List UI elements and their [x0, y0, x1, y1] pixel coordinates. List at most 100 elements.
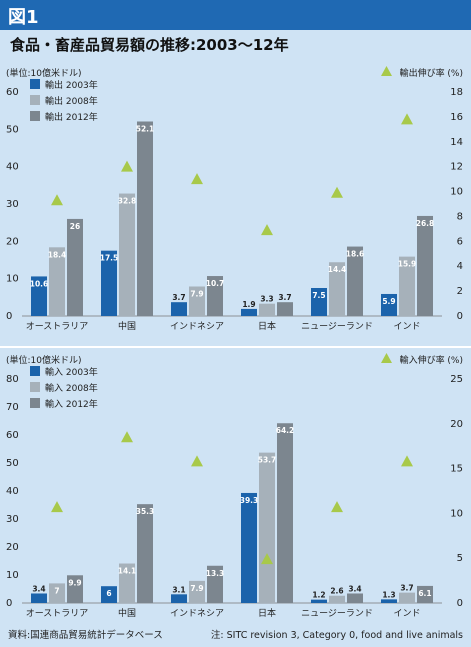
chart1-bar-value-label: 7.5 [312, 291, 325, 300]
chart2-category-label: 中国 [118, 607, 136, 619]
chart1-right-tick-label: 6 [457, 236, 463, 247]
chart1-left-tick-label: 30 [6, 199, 19, 210]
chart1-legend-label: 輸出 2012年 [45, 111, 98, 123]
chart2-left-tick-label: 50 [6, 458, 19, 469]
chart1-bar [119, 193, 135, 316]
chart1-right-tick-label: 10 [450, 187, 463, 198]
chart2-bar-value-label: 3.1 [172, 585, 185, 594]
chart2-left-tick-label: 20 [6, 542, 19, 553]
figure-header: 図1 [0, 0, 471, 30]
chart1-bar-value-label: 1.9 [242, 300, 255, 309]
chart1-category-label: インドネシア [170, 321, 224, 332]
chart2-bar [329, 595, 345, 603]
chart1-bar-value-label: 26.8 [416, 219, 435, 228]
chart2-bar-value-label: 7 [54, 586, 59, 595]
chart2-left-axis-label: (単位:10億米ドル) [6, 354, 82, 366]
chart2-left-tick-label: 0 [6, 598, 12, 609]
chart1-bar [347, 246, 363, 316]
chart1-bar-value-label: 3.3 [260, 295, 273, 304]
chart1-bar [31, 276, 47, 316]
chart2-left-tick-label: 70 [6, 402, 19, 413]
chart1-legend-label: 輸出 2008年 [45, 95, 98, 107]
chart2-bar-value-label: 6.1 [418, 589, 431, 598]
chart2-bar-value-label: 64.2 [276, 426, 295, 435]
chart1-left-tick-label: 10 [6, 274, 19, 285]
chart1-bar-value-label: 17.5 [100, 254, 119, 263]
chart1-bar-value-label: 14.4 [328, 265, 347, 274]
chart1-category-label: インド [393, 322, 420, 332]
source-note: 資料:国連商品貿易統計データベース [8, 630, 163, 641]
chart1-bar-value-label: 18.6 [346, 250, 365, 259]
chart2-bar [347, 593, 363, 603]
chart1-bar-value-label: 10.6 [30, 279, 49, 288]
chart1-right-tick-label: 4 [457, 261, 463, 272]
chart2-bar-value-label: 3.7 [400, 584, 413, 593]
chart2-legend-label: 輸入 2012年 [45, 398, 98, 410]
chart2-bar [31, 593, 47, 603]
chart2-right-tick-label: 10 [450, 508, 463, 519]
chart1-right-tick-label: 16 [450, 112, 463, 123]
chart2-bar [417, 585, 433, 603]
chart1-bar [137, 121, 153, 316]
chart2-bar [277, 423, 293, 603]
chart2-category-label: オーストラリア [26, 608, 89, 619]
chart1-legend-label: 輸出 2003年 [45, 79, 98, 91]
chart2-bar [399, 592, 415, 603]
chart2-bar-value-label: 1.3 [382, 590, 395, 599]
chart2-legend-label: 輸入 2003年 [45, 366, 98, 378]
chart1-legend-swatch [30, 79, 40, 89]
chart1-bar-value-label: 5.9 [382, 297, 395, 306]
chart1-left-tick-label: 40 [6, 162, 19, 173]
chart2-bar [311, 599, 327, 603]
chart1-legend-swatch [30, 95, 40, 105]
chart2-bar [101, 586, 117, 603]
chart2-bar [137, 504, 153, 603]
chart2-bar-value-label: 2.6 [330, 587, 343, 596]
chart2-bar-value-label: 39.3 [240, 496, 259, 505]
chart1-left-tick-label: 20 [6, 236, 19, 247]
chart1-right-axis-label: 輸出伸び率 (%) [400, 67, 463, 79]
chart2-category-label: インドネシア [170, 608, 224, 619]
chart1-bar [101, 250, 117, 316]
chart1-category-label: ニュージーランド [301, 321, 373, 332]
chart1-bar-value-label: 15.9 [398, 260, 417, 269]
chart2-bar [381, 599, 397, 603]
chart2-category-label: インド [393, 609, 420, 619]
chart1-category-label: 中国 [118, 320, 136, 332]
chart2-growth-marker [51, 501, 63, 513]
chart2-right-axis-label: 輸入伸び率 (%) [400, 354, 463, 366]
chart2-bar [171, 594, 187, 603]
chart2-bar-value-label: 9.9 [68, 578, 81, 587]
chart1-bar-value-label: 18.4 [48, 250, 67, 259]
chart2-bar-value-label: 3.4 [348, 584, 361, 593]
chart2-bar-value-label: 3.4 [32, 584, 45, 593]
chart1-bar-value-label: 10.7 [206, 279, 225, 288]
chart1-growth-marker [121, 160, 133, 172]
chart2-category-label: ニュージーランド [301, 608, 373, 619]
chart2-left-tick-label: 30 [6, 514, 19, 525]
chart1-bar [259, 303, 275, 316]
chart2-bar [207, 565, 223, 603]
chart2-bar-value-label: 1.2 [312, 591, 325, 600]
chart1-right-tick-label: 0 [457, 311, 463, 322]
chart1-right-tick-label: 2 [457, 286, 463, 297]
chart2-bar-value-label: 7.9 [190, 584, 203, 593]
chart2-category-label: 日本 [258, 607, 276, 619]
chart2-right-tick-label: 5 [457, 553, 463, 564]
chart2-left-tick-label: 10 [6, 570, 19, 581]
chart2-bar-value-label: 13.3 [206, 569, 225, 578]
chart1-category-label: 日本 [258, 320, 276, 332]
chart2-right-tick-label: 0 [457, 598, 463, 609]
chart2-growth-legend-marker [381, 353, 392, 363]
chart1-bar [207, 276, 223, 316]
chart1-bar [417, 215, 433, 316]
chart2-legend-swatch [30, 382, 40, 392]
chart1-left-tick-label: 50 [6, 124, 19, 135]
chart1-right-tick-label: 18 [450, 87, 463, 98]
chart1-bar [49, 247, 65, 316]
chart1-bar [241, 308, 257, 316]
chart1-left-tick-label: 60 [6, 87, 19, 98]
chart2-bar-value-label: 6 [106, 589, 111, 598]
chart1-right-tick-label: 12 [450, 162, 463, 173]
